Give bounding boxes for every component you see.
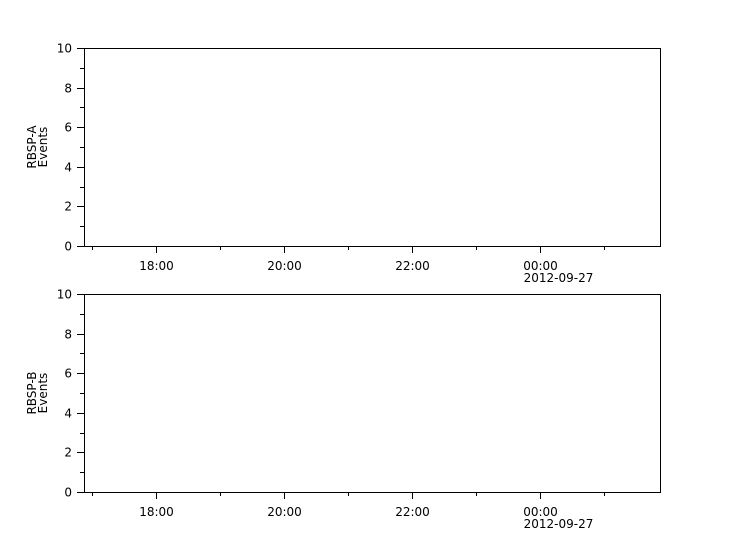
y-axis-label: Events bbox=[36, 373, 50, 414]
y-axis-label: Events bbox=[36, 127, 50, 168]
y-axis-label: RBSP-A bbox=[25, 125, 39, 169]
x-tick-label: 22:00 bbox=[395, 505, 430, 519]
y-axis-label: RBSP-B bbox=[25, 371, 39, 414]
y-tick-label: 8 bbox=[64, 82, 72, 96]
y-tick-label: 10 bbox=[57, 42, 72, 56]
x-tick-label: 00:00 bbox=[523, 259, 558, 273]
y-tick-label: 6 bbox=[64, 367, 72, 381]
x-tick-label: 20:00 bbox=[267, 259, 302, 273]
y-tick-label: 10 bbox=[57, 288, 72, 302]
y-tick-label: 4 bbox=[64, 161, 72, 175]
y-tick-label: 2 bbox=[64, 446, 72, 460]
x-tick-date-label: 2012-09-27 bbox=[524, 517, 594, 531]
x-tick-label: 00:00 bbox=[523, 505, 558, 519]
y-tick-label: 8 bbox=[64, 328, 72, 342]
x-tick-label: 18:00 bbox=[139, 259, 174, 273]
y-tick-label: 6 bbox=[64, 121, 72, 135]
plot-frame bbox=[84, 48, 661, 247]
x-tick-label: 22:00 bbox=[395, 259, 430, 273]
x-tick-label: 18:00 bbox=[139, 505, 174, 519]
x-tick-label: 20:00 bbox=[267, 505, 302, 519]
y-tick-label: 0 bbox=[64, 240, 72, 254]
y-tick-label: 2 bbox=[64, 200, 72, 214]
x-tick-date-label: 2012-09-27 bbox=[524, 271, 594, 285]
y-tick-label: 0 bbox=[64, 486, 72, 500]
plot-frame bbox=[84, 294, 661, 493]
y-tick-label: 4 bbox=[64, 407, 72, 421]
